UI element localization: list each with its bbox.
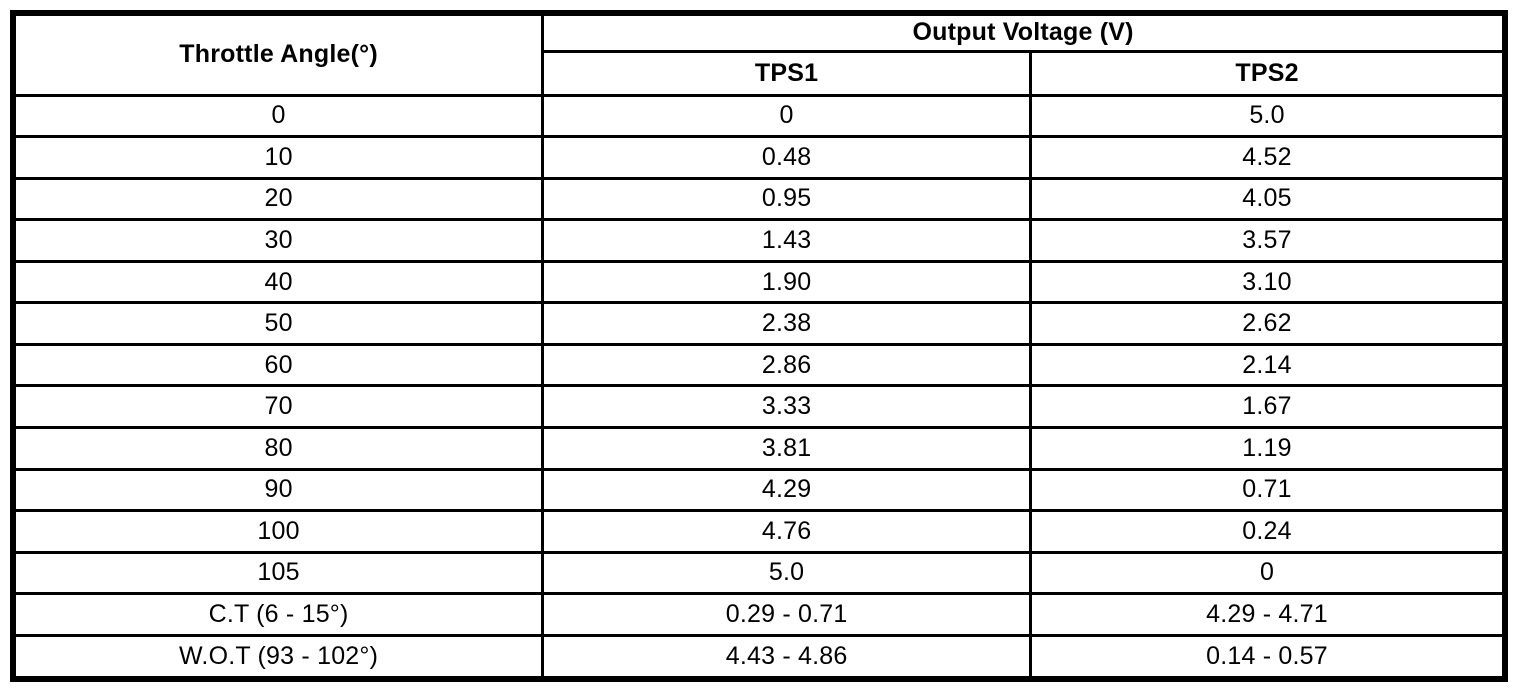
cell-tps2: 4.29 - 4.71: [1029, 592, 1507, 637]
table-row: 60 2.86 2.14: [11, 342, 1507, 388]
tps-output-voltage-table: Throttle Angle(°) Output Voltage (V) TPS…: [10, 10, 1508, 682]
cell-tps1: 2.38: [541, 301, 1033, 346]
table-row: 0 0 5.0: [11, 93, 1507, 139]
cell-tps1: 3.81: [541, 426, 1033, 471]
header-row-top: Throttle Angle(°) Output Voltage (V): [11, 11, 1507, 97]
cell-throttle-angle: W.O.T (93 - 102°): [11, 633, 545, 681]
cell-tps1: 2.86: [541, 342, 1033, 388]
cell-tps2: 1.67: [1029, 384, 1507, 429]
table-row: 105 5.0 0: [11, 550, 1507, 596]
cell-throttle-angle: 50: [11, 301, 545, 346]
table-row: 80 3.81 1.19: [11, 426, 1507, 471]
cell-tps2: 3.10: [1029, 259, 1507, 305]
cell-throttle-angle: 20: [11, 176, 545, 222]
table-row: 20 0.95 4.05: [11, 176, 1507, 222]
table-row: 100 4.76 0.24: [11, 509, 1507, 554]
cell-tps2: 0.71: [1029, 467, 1507, 513]
cell-tps2: 3.57: [1029, 218, 1507, 263]
table-row: 10 0.48 4.52: [11, 135, 1507, 180]
cell-tps1: 4.29: [541, 467, 1033, 513]
cell-tps1: 4.43 - 4.86: [541, 633, 1033, 681]
column-header-throttle-angle: Throttle Angle(°): [11, 11, 545, 97]
cell-tps1: 4.76: [541, 509, 1033, 554]
cell-throttle-angle: 30: [11, 218, 545, 263]
cell-tps1: 1.43: [541, 218, 1033, 263]
table-row: 30 1.43 3.57: [11, 218, 1507, 263]
cell-tps2: 2.14: [1029, 342, 1507, 388]
cell-tps1: 5.0: [541, 550, 1033, 596]
cell-tps2: 4.05: [1029, 176, 1507, 222]
cell-tps2: 0.24: [1029, 509, 1507, 554]
cell-tps2: 0: [1029, 550, 1507, 596]
cell-tps2: 2.62: [1029, 301, 1507, 346]
table-row: 90 4.29 0.71: [11, 467, 1507, 513]
cell-throttle-angle: 100: [11, 509, 545, 554]
table-row: C.T (6 - 15°) 0.29 - 0.71 4.29 - 4.71: [11, 592, 1507, 637]
cell-throttle-angle: 105: [11, 550, 545, 596]
cell-throttle-angle: 80: [11, 426, 545, 471]
cell-tps1: 3.33: [541, 384, 1033, 429]
header-row-sub: TPS1 TPS2: [13, 49, 1507, 97]
cell-tps2: 5.0: [1029, 93, 1507, 139]
table-row: W.O.T (93 - 102°) 4.43 - 4.86 0.14 - 0.57: [11, 633, 1507, 681]
cell-throttle-angle: 90: [11, 467, 545, 513]
table-row: 50 2.38 2.62: [11, 301, 1507, 346]
cell-throttle-angle: 70: [11, 384, 545, 429]
cell-tps2: 0.14 - 0.57: [1029, 633, 1507, 681]
cell-throttle-angle: C.T (6 - 15°): [11, 592, 545, 637]
table-row: 70 3.33 1.67: [11, 384, 1507, 429]
cell-tps1: 0: [541, 93, 1033, 139]
cell-tps1: 0.29 - 0.71: [541, 592, 1033, 637]
column-header-output-voltage: Output Voltage (V): [541, 11, 1507, 53]
cell-tps2: 1.19: [1029, 426, 1507, 471]
cell-tps1: 0.95: [541, 176, 1033, 222]
cell-throttle-angle: 60: [11, 342, 545, 388]
cell-tps2: 4.52: [1029, 135, 1507, 180]
column-header-tps2: TPS2: [1029, 49, 1507, 97]
cell-throttle-angle: 10: [11, 135, 545, 180]
cell-tps1: 0.48: [541, 135, 1033, 180]
cell-throttle-angle: 0: [11, 93, 545, 139]
table-body: 0 0 5.0 10 0.48 4.52 20 0.95 4.05 30 1.43 3.57 40 1.9…: [11, 93, 1507, 681]
column-header-tps1: TPS1: [541, 49, 1033, 97]
cell-tps1: 1.90: [541, 259, 1033, 305]
cell-throttle-angle: 40: [11, 259, 545, 305]
table-header: Throttle Angle(°) Output Voltage (V) TPS…: [11, 11, 1507, 97]
table-row: 40 1.90 3.10: [11, 259, 1507, 305]
